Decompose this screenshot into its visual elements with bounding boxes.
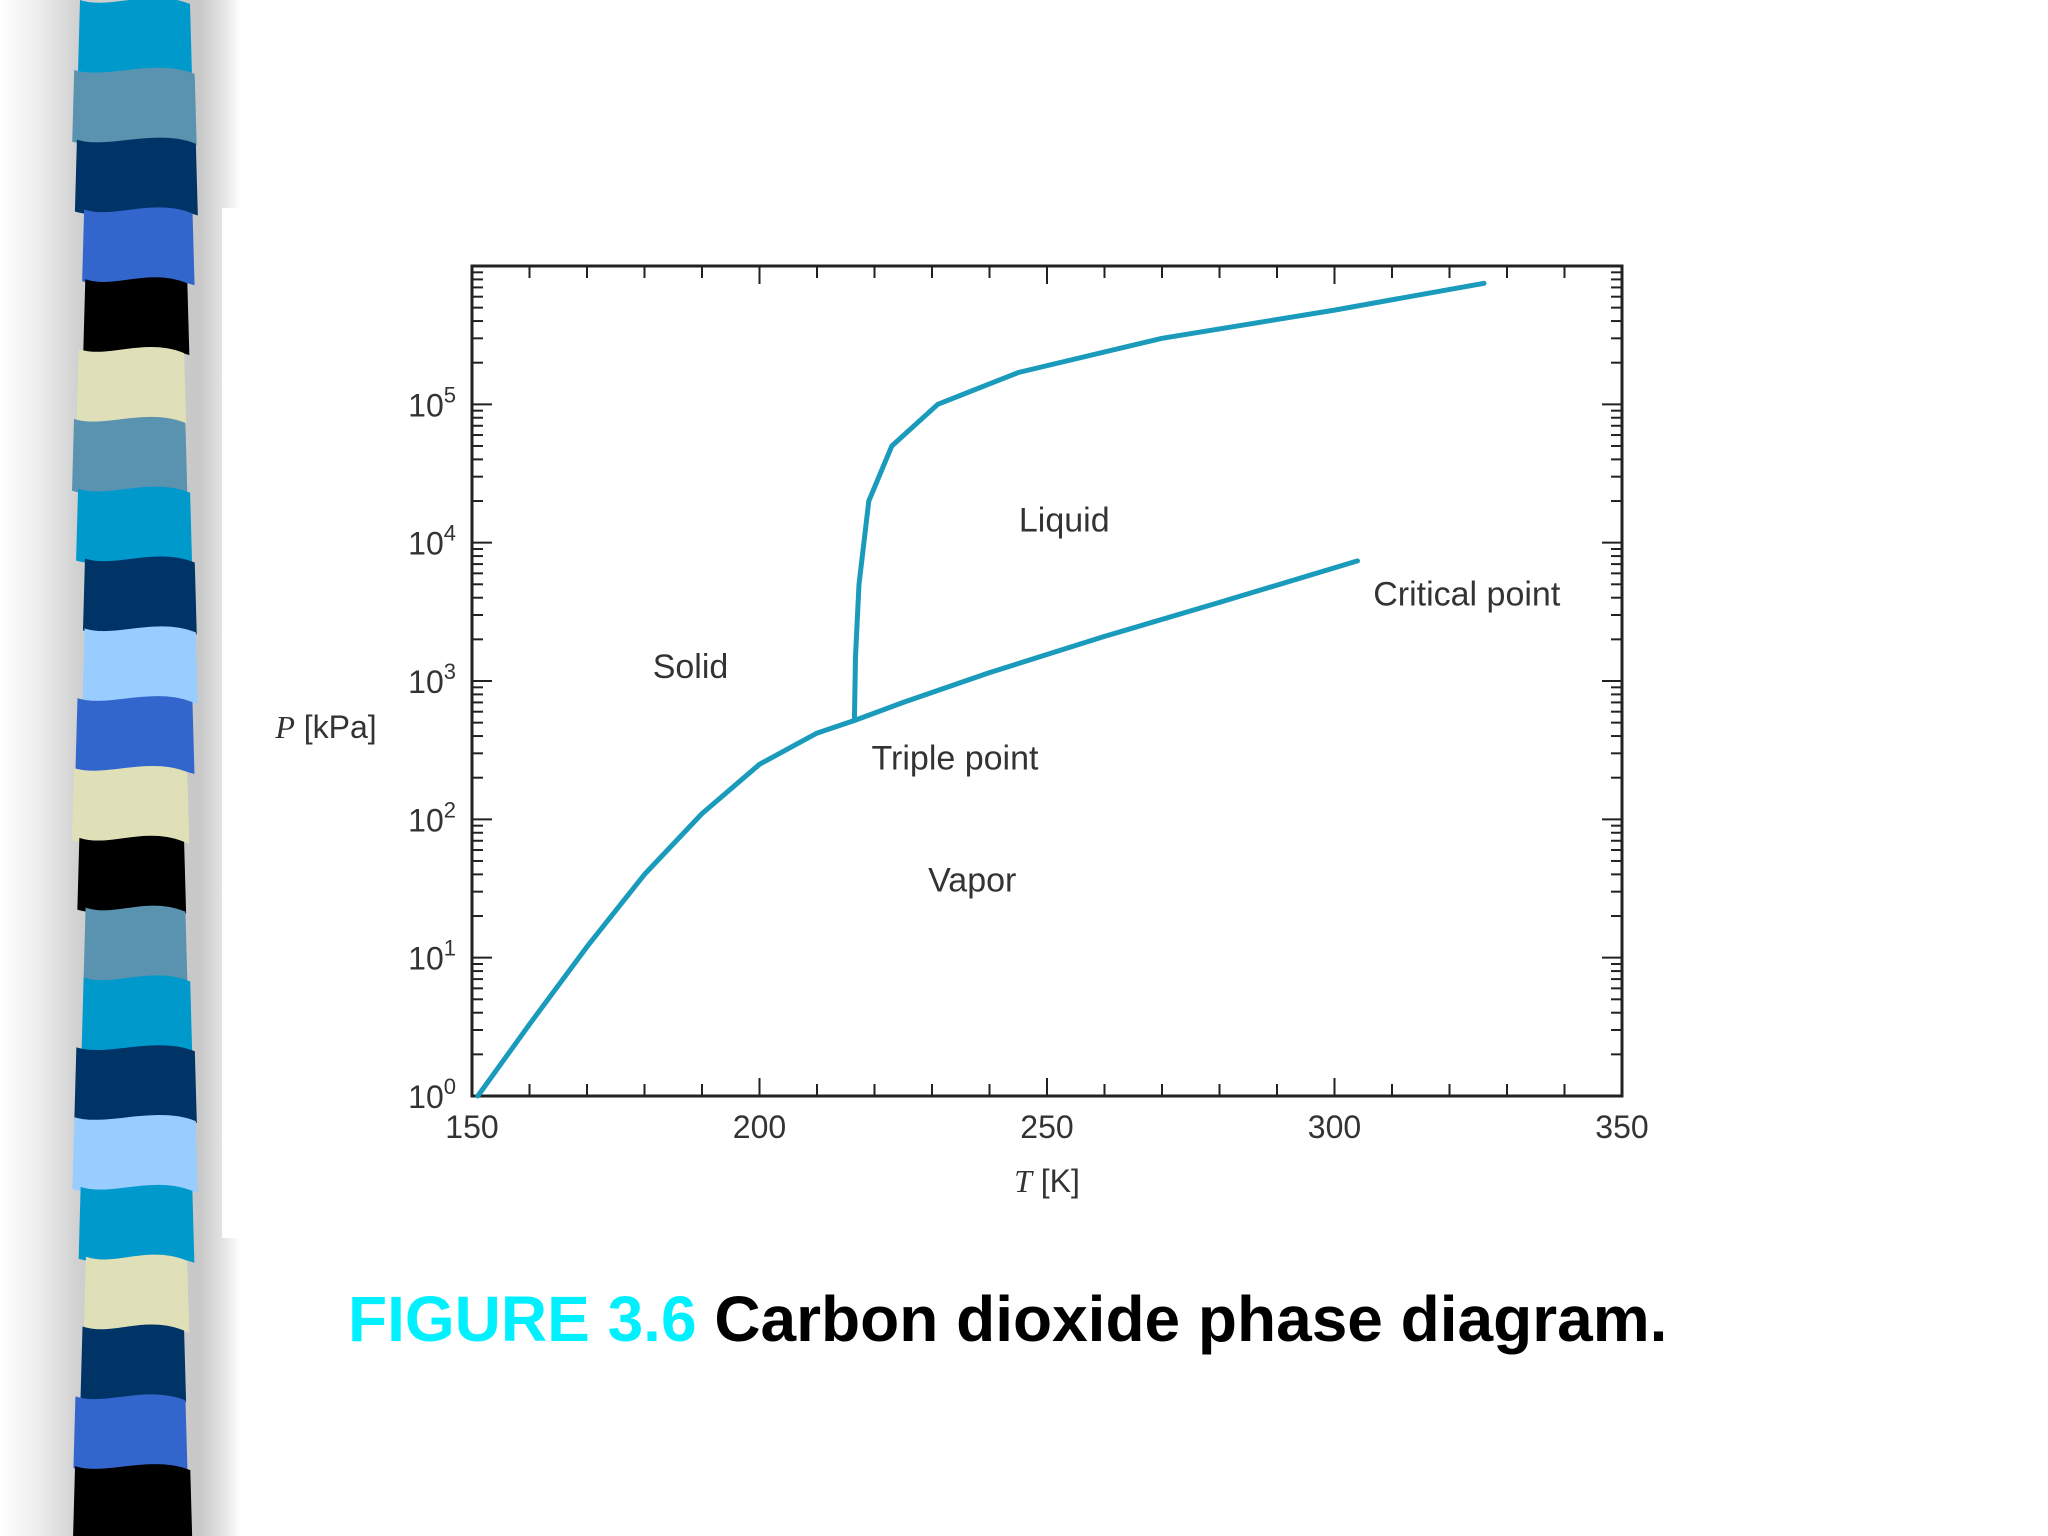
stripe-band [82,207,195,286]
y-tick-label: 100 [408,1074,456,1115]
x-tick-label: 150 [445,1109,498,1145]
melting-curve [851,280,1487,723]
stripe-band [72,765,190,844]
stripe-band [80,1324,187,1403]
x-tick-label: 350 [1595,1109,1648,1145]
stripe-band [83,905,188,984]
plot-frame [470,264,1624,1098]
stripe-band [81,975,193,1054]
figure-caption: FIGURE 3.6 Carbon dioxide phase diagram. [348,1282,1667,1356]
stripe-band [78,0,192,76]
y-tick-label: 105 [408,382,456,423]
stripe-band [73,1394,188,1473]
annotation-triple-point: Triple point [872,739,1039,777]
annotation-vapor: Vapor [928,862,1016,900]
stripe-band [74,137,198,216]
stripe-band [75,696,195,774]
stripe-band [73,1464,193,1536]
stripe-band [76,347,187,425]
y-tick-label: 103 [408,659,456,700]
stripe-band [78,1184,195,1263]
stripe-band [72,416,188,495]
annotation-liquid: Liquid [1019,502,1110,540]
y-axis-label: P [kPa] [274,709,376,745]
x-axis-label: T [K] [1014,1163,1080,1199]
sublimation-curve [475,718,857,1099]
phase-diagram-chart: 150 200 250 300 350 100 101 102 103 104 105 T [K] P … [274,264,1649,1199]
annotation-critical-point: Critical point [1373,576,1561,614]
stripe-band [72,67,197,146]
caption-title: Carbon dioxide phase diagram. [714,1283,1668,1355]
y-tick-label: 104 [408,521,456,562]
y-tick-label: 102 [408,797,456,838]
vaporization-curve [851,558,1360,723]
decorative-stripe-bar [72,0,198,1536]
stripe-band [82,556,197,635]
x-tick-label: 250 [1020,1109,1073,1145]
x-tick-label: 200 [733,1109,786,1145]
stripe-band [83,1254,190,1333]
annotation-solid: Solid [653,648,729,686]
y-tick-label: 101 [408,936,456,977]
stripe-band [72,1115,198,1193]
caption-figure-number: FIGURE 3.6 [348,1283,697,1355]
stripe-band [76,486,193,565]
stripe-band [77,835,187,914]
x-tick-label: 300 [1308,1109,1361,1145]
figure-panel: 150 200 250 300 350 100 101 102 103 104 105 T [K] P … [222,208,1682,1238]
stripe-band [83,277,190,356]
stripe-band [74,1045,197,1124]
stripe-band [82,626,198,705]
